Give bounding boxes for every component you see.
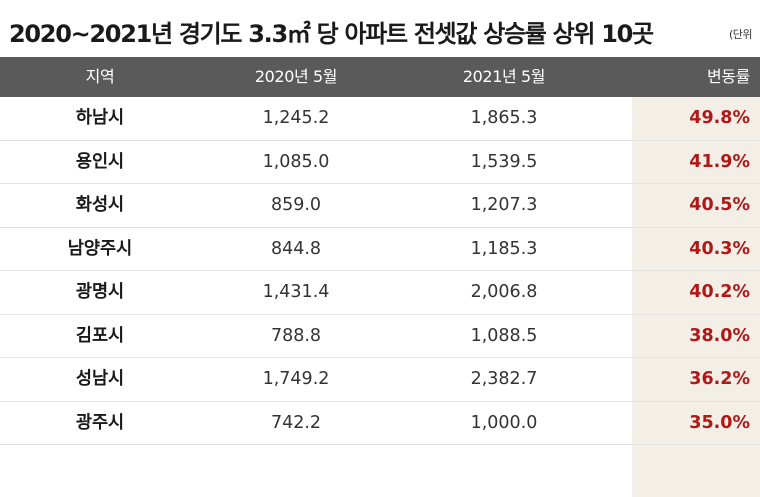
value-2020-cell: 788.8 xyxy=(270,325,322,346)
value-2021-cell: 1,088.5 xyxy=(470,325,538,346)
table-row: 하남시 1,245.2 1,865.3 49.8% xyxy=(0,97,760,141)
value-2021-cell: 1,207.3 xyxy=(470,195,538,215)
value-2020-cell: 1,431.4 xyxy=(262,282,330,302)
region-cell: 화성시 xyxy=(75,195,125,215)
value-2021-cell: 2,006.8 xyxy=(470,282,538,302)
table-header: 지역 2020년 5월 2021년 5월 변동률 xyxy=(0,57,760,97)
change-rate-cell: 40.5% xyxy=(689,195,750,215)
value-2020-cell: 1,085.0 xyxy=(262,151,330,172)
change-rate-cell: 41.9% xyxy=(689,151,750,172)
page-title: 2020~2021년 경기도 3.3㎡ 당 아파트 전셋값 상승률 상위 10곳 xyxy=(9,20,654,48)
column-header-2020-may: 2020년 5월 xyxy=(254,67,338,86)
column-header-region: 지역 xyxy=(85,67,115,86)
value-2020-cell: 859.0 xyxy=(270,195,322,215)
value-2021-cell: 1,185.3 xyxy=(470,238,538,259)
value-2021-cell: 1,539.5 xyxy=(470,151,538,172)
region-cell: 용인시 xyxy=(75,151,125,172)
change-rate-cell: 40.3% xyxy=(689,238,750,259)
data-table: 지역 2020년 5월 2021년 5월 변동률 하남시 1,245.2 1,8… xyxy=(0,57,760,497)
region-cell: 광명시 xyxy=(75,282,125,302)
table-row: 광명시 1,431.4 2,006.8 40.2% xyxy=(0,271,760,315)
table-row: 광주시 742.2 1,000.0 35.0% xyxy=(0,402,760,445)
change-rate-cell: 40.2% xyxy=(689,282,750,302)
region-cell: 광주시 xyxy=(75,412,125,433)
title-bar: 2020~2021년 경기도 3.3㎡ 당 아파트 전셋값 상승률 상위 10곳… xyxy=(0,0,760,57)
unit-note: (단위 xyxy=(729,28,753,41)
table-body: 하남시 1,245.2 1,865.3 49.8% 용인시 1,085.0 1,… xyxy=(0,97,760,497)
change-rate-cell: 35.0% xyxy=(689,412,750,433)
change-rate-cell: 38.0% xyxy=(689,325,750,346)
region-cell: 성남시 xyxy=(75,369,125,389)
table-row: 성남시 1,749.2 2,382.7 36.2% xyxy=(0,358,760,402)
value-2021-cell: 2,382.7 xyxy=(470,369,538,389)
region-cell: 남양주시 xyxy=(67,238,133,259)
value-2021-cell: 1,865.3 xyxy=(470,108,538,128)
column-header-change-rate: 변동률 xyxy=(707,67,750,86)
table-row: 화성시 859.0 1,207.3 40.5% xyxy=(0,184,760,228)
change-column-highlight xyxy=(632,97,760,497)
change-rate-cell: 36.2% xyxy=(689,369,750,389)
value-2020-cell: 844.8 xyxy=(270,238,322,259)
column-header-2021-may: 2021년 5월 xyxy=(462,67,546,86)
value-2021-cell: 1,000.0 xyxy=(470,412,538,433)
region-cell: 하남시 xyxy=(75,108,125,128)
change-rate-cell: 49.8% xyxy=(689,108,750,128)
table-row: 김포시 788.8 1,088.5 38.0% xyxy=(0,315,760,358)
region-cell: 김포시 xyxy=(75,325,125,346)
value-2020-cell: 1,245.2 xyxy=(262,108,330,128)
table-row: 남양주시 844.8 1,185.3 40.3% xyxy=(0,228,760,271)
table-row: 용인시 1,085.0 1,539.5 41.9% xyxy=(0,141,760,184)
value-2020-cell: 742.2 xyxy=(270,412,322,433)
value-2020-cell: 1,749.2 xyxy=(262,369,330,389)
